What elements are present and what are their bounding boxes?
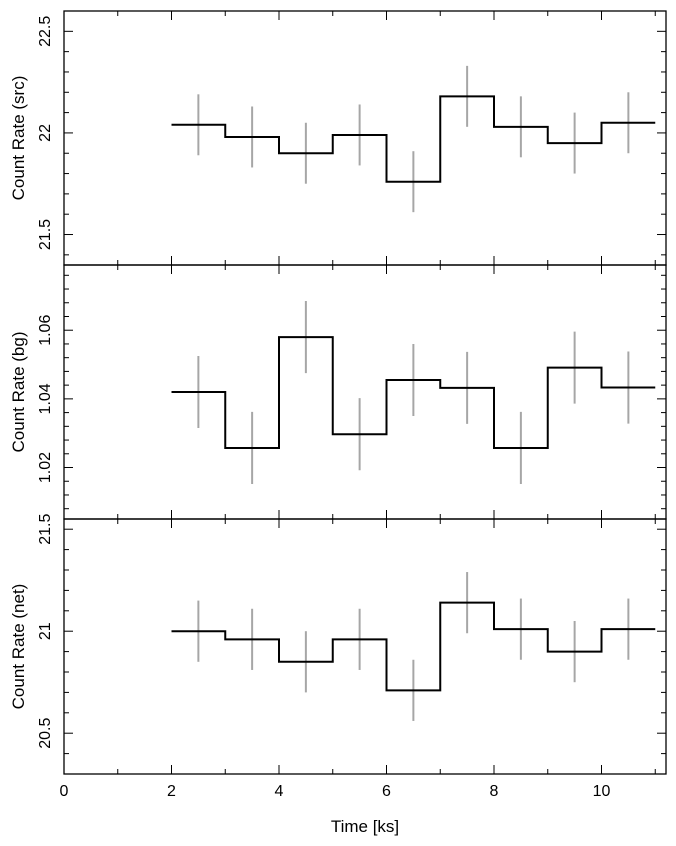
y-axis-title: Count Rate (net) xyxy=(9,584,28,710)
y-tick-label: 22.5 xyxy=(37,16,54,47)
plot-frame xyxy=(63,518,667,775)
panels: 21.5 22 22.5 Count Rate (src) 1.02 1.04 1.06 Co… xyxy=(9,10,667,800)
y-tick-label: 22 xyxy=(37,124,54,142)
y-tick-label: 21.5 xyxy=(37,219,54,250)
x-tick-label: 6 xyxy=(382,783,391,800)
step-line xyxy=(171,336,656,449)
x-tick-label: 10 xyxy=(593,783,611,800)
y-tick-label: 21 xyxy=(37,622,54,640)
x-tick-label: 4 xyxy=(275,783,284,800)
y-axis-title: Count Rate (bg) xyxy=(9,332,28,453)
step-line xyxy=(171,601,656,692)
panel-1: 21.5 22 22.5 Count Rate (src) xyxy=(9,10,667,266)
y-tick-label: 1.02 xyxy=(37,452,54,483)
y-tick-label: 1.06 xyxy=(37,315,54,346)
step-line xyxy=(171,95,656,183)
y-tick-label: 20.5 xyxy=(37,718,54,749)
y-axis-title: Count Rate (src) xyxy=(9,76,28,201)
y-tick-label: 21.5 xyxy=(37,514,54,545)
plot-frame xyxy=(63,264,667,520)
x-tick-label: 2 xyxy=(167,783,176,800)
panel-2: 1.02 1.04 1.06 Count Rate (bg) xyxy=(9,264,667,520)
panel-3: 20.5 21 21.5 Count Rate (net) 0 2 4 6 8 10 xyxy=(9,514,667,800)
y-tick-label: 1.04 xyxy=(37,383,54,414)
x-tick-label: 0 xyxy=(60,783,69,800)
x-axis-title: Time [ks] xyxy=(331,817,399,836)
plot-frame xyxy=(63,10,667,266)
x-tick-label: 8 xyxy=(490,783,499,800)
